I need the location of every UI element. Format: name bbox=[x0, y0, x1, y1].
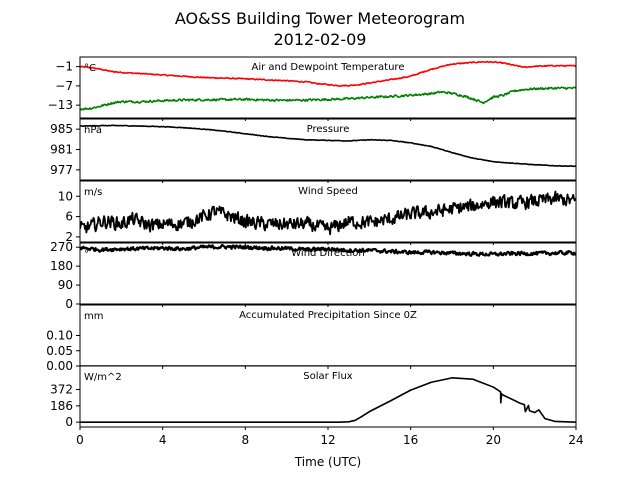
panel-unit-temp: °C bbox=[84, 63, 96, 74]
panel-temp: −1 −7 −13 °C Air and Dewpoint Temperature bbox=[48, 56, 577, 121]
ytick-label-precip: 0.00 bbox=[46, 359, 73, 373]
panel-title-temp: Air and Dewpoint Temperature bbox=[252, 62, 405, 73]
panel-unit-precip: mm bbox=[84, 311, 103, 322]
panel-unit-pressure: hPa bbox=[84, 125, 102, 136]
xtick-label: 4 bbox=[159, 433, 167, 447]
x-axis: 0 4 8 12 16 20 24 bbox=[76, 433, 583, 447]
ytick-label-wind_speed: 10 bbox=[58, 189, 73, 203]
ytick-label-temp: −1 bbox=[55, 60, 73, 74]
ytick-label-precip: 0.05 bbox=[46, 344, 73, 358]
panel-title-pressure: Pressure bbox=[307, 124, 350, 135]
xtick-label: 0 bbox=[76, 433, 84, 447]
xtick-label: 16 bbox=[403, 433, 418, 447]
ytick-label-wind_dir: 0 bbox=[65, 297, 73, 311]
panel-title-solar: Solar Flux bbox=[303, 371, 353, 382]
ytick-label-wind_dir: 90 bbox=[58, 278, 73, 292]
ytick-label-solar: 0 bbox=[65, 415, 73, 429]
panel-title-wind_dir: Wind Direction bbox=[291, 248, 365, 259]
ytick-label-wind_speed: 2 bbox=[65, 230, 73, 244]
ytick-label-precip: 0.10 bbox=[46, 329, 73, 343]
panel-title-precip: Accumulated Precipitation Since 0Z bbox=[239, 310, 417, 321]
figure-date: 2012-02-09 bbox=[274, 30, 367, 49]
panels-group: −1 −7 −13 °C Air and Dewpoint Temperature 985… bbox=[46, 56, 577, 430]
ytick-label-pressure: 985 bbox=[50, 122, 73, 136]
panel-unit-solar: W/m^2 bbox=[84, 372, 122, 383]
ytick-label-solar: 186 bbox=[50, 399, 73, 413]
ytick-label-pressure: 977 bbox=[50, 163, 73, 177]
panel-solar: 372 186 0 W/m^2 Solar Flux bbox=[50, 365, 577, 430]
panel-precip: 0.100.050.00 mm Accumulated Precipitation … bbox=[46, 304, 577, 373]
ytick-label-temp: −13 bbox=[48, 98, 73, 112]
ytick-label-wind_dir: 270 bbox=[50, 240, 73, 254]
panel-wind_dir: 270 180 90 0 ° Wind Direction bbox=[50, 240, 577, 311]
panel-title-wind_speed: Wind Speed bbox=[298, 186, 358, 197]
panel-unit-wind_dir: ° bbox=[84, 249, 89, 260]
xtick-label: 12 bbox=[320, 433, 335, 447]
xtick-label: 24 bbox=[568, 433, 583, 447]
series-line-pressure-0 bbox=[80, 124, 576, 168]
series-line-wind_speed-0 bbox=[80, 190, 576, 236]
figure-title: AO&SS Building Tower Meteorogram bbox=[175, 9, 465, 28]
ytick-label-wind_dir: 180 bbox=[50, 259, 73, 273]
ytick-label-temp: −7 bbox=[55, 79, 73, 93]
x-axis-label: Time (UTC) bbox=[294, 455, 361, 469]
series-line-temp-0 bbox=[80, 60, 576, 87]
ytick-label-wind_speed: 6 bbox=[65, 210, 73, 224]
series-line-temp-1 bbox=[80, 86, 576, 111]
panel-pressure: 985 981 977 hPa Pressure bbox=[50, 118, 577, 183]
panel-wind_speed: 10 6 2 m/s Wind Speed bbox=[58, 180, 577, 245]
xtick-label: 8 bbox=[242, 433, 250, 447]
xtick-label: 20 bbox=[486, 433, 501, 447]
panel-unit-wind_speed: m/s bbox=[84, 187, 102, 198]
series-line-solar-0 bbox=[80, 377, 576, 423]
ytick-label-solar: 372 bbox=[50, 383, 73, 397]
series-line-wind_dir-0 bbox=[80, 243, 576, 257]
ytick-label-pressure: 981 bbox=[50, 143, 73, 157]
